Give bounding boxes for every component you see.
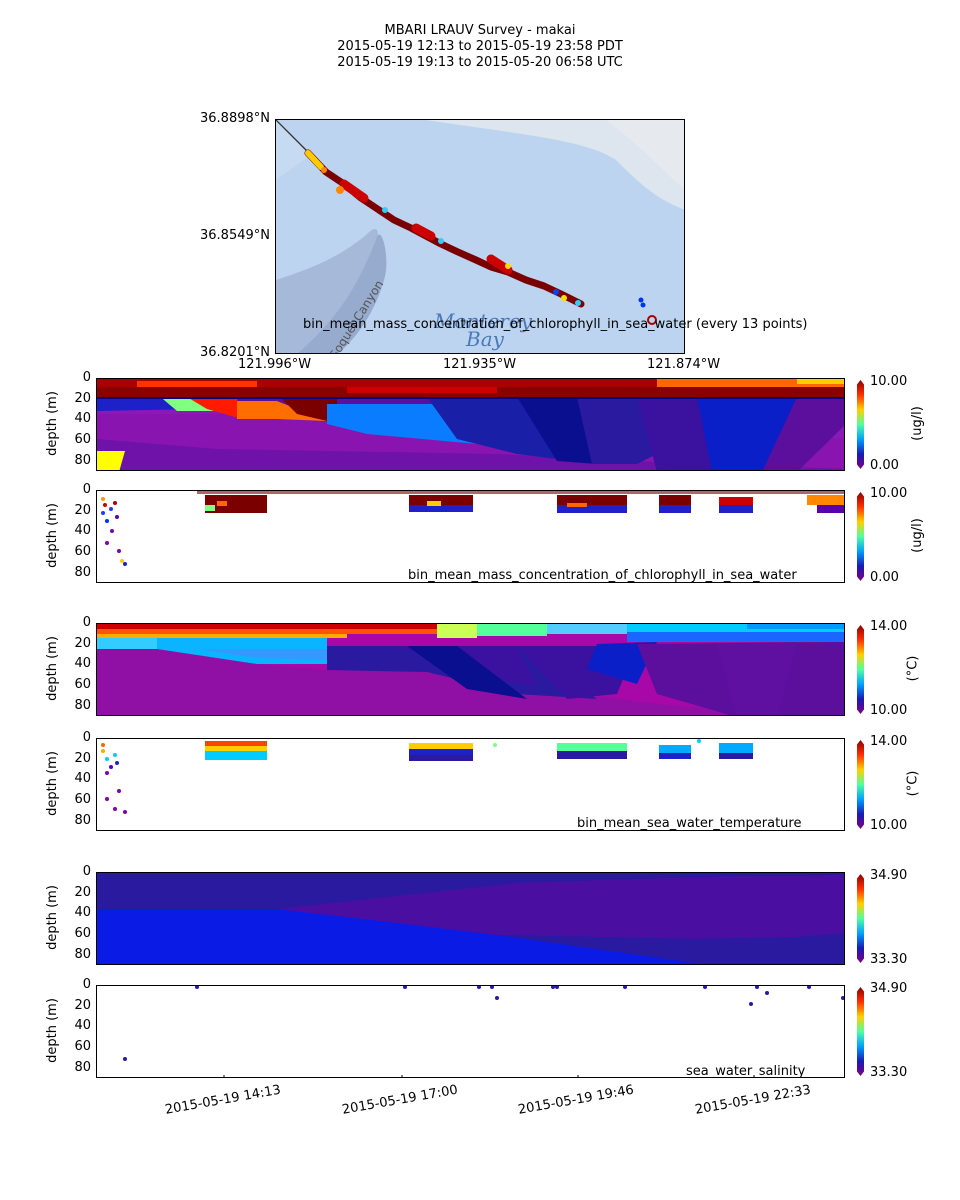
y-tick-label: 0 — [82, 615, 91, 630]
x-tick-label-1: 2015-05-19 14:13 — [164, 1082, 282, 1118]
chl-scatter-points — [101, 491, 844, 566]
colorbar — [857, 987, 864, 1076]
y-tick-label: 0 — [82, 730, 91, 745]
map-lon-label-1: 121.996°W — [238, 357, 312, 372]
chl-scatter-label: bin_mean_mass_concentration_of_chlorophy… — [408, 568, 797, 583]
y-axis-label: depth (m) — [44, 751, 60, 816]
colorbar-max-label: 14.00 — [870, 619, 908, 634]
temp-scatter-panel — [96, 738, 845, 831]
y-tick-label: 60 — [74, 677, 91, 692]
y-axis-label: depth (m) — [44, 636, 60, 701]
y-tick-label: 80 — [74, 564, 91, 580]
colorbar-unit-label: (°C) — [905, 655, 921, 682]
colorbar-max-label: 10.00 — [870, 374, 908, 389]
y-axis-label: depth (m) — [44, 503, 60, 568]
colorbar-min-label: 33.30 — [870, 952, 908, 967]
y-tick-label: 40 — [74, 905, 91, 921]
y-tick-label: 40 — [74, 771, 91, 787]
y-axis-label: depth (m) — [44, 391, 60, 456]
y-tick-label: 20 — [74, 635, 91, 651]
y-tick-label: 0 — [82, 370, 91, 385]
colorbar-min-label: 33.30 — [870, 1065, 908, 1080]
y-tick-label: 20 — [74, 390, 91, 406]
colorbar-max-label: 10.00 — [870, 486, 908, 501]
chl-heatmap-panel — [96, 378, 845, 471]
y-tick-label: 0 — [82, 864, 91, 879]
map-svg: Monterey Bay Soquel Canyon — [276, 120, 684, 353]
y-axis-label: depth (m) — [44, 885, 60, 950]
map-place-label-1: Monterey — [433, 309, 533, 333]
chl-scatter-panel — [96, 490, 845, 583]
y-tick-label: 80 — [74, 697, 91, 713]
colorbar-min-label: 0.00 — [870, 570, 899, 585]
map-lat-label-mid: 36.8549°N — [200, 228, 270, 243]
y-tick-label: 60 — [74, 926, 91, 941]
y-tick-label: 20 — [74, 997, 91, 1013]
y-tick-label: 40 — [74, 656, 91, 672]
temp-scatter-label: bin_mean_sea_water_temperature — [577, 816, 802, 831]
y-tick-label: 60 — [74, 792, 91, 807]
y-tick-label: 60 — [74, 1039, 91, 1054]
salinity-heatmap-panel — [96, 872, 845, 965]
map-lat-label-bottom: 36.8201°N — [200, 345, 270, 360]
y-axis-label: depth (m) — [44, 998, 60, 1063]
colorbar — [857, 625, 864, 714]
colorbar-min-label: 0.00 — [870, 458, 899, 473]
x-tick-label-2: 2015-05-19 17:00 — [341, 1082, 459, 1118]
colorbar — [857, 380, 864, 469]
colorbar-unit-label: (ug/l) — [909, 406, 925, 441]
y-tick-label: 60 — [74, 432, 91, 447]
map-lon-label-2: 121.935°W — [443, 357, 517, 372]
colorbar — [857, 492, 864, 581]
y-tick-label: 40 — [74, 411, 91, 427]
map-lat-label-top: 36.8898°N — [200, 111, 270, 126]
colorbar-min-label: 10.00 — [870, 818, 908, 833]
map-caption: bin_mean_mass_concentration_of_chlorophy… — [303, 317, 808, 332]
temp-scatter-points — [101, 739, 753, 814]
y-tick-label: 20 — [74, 750, 91, 766]
y-tick-label: 0 — [82, 977, 91, 992]
colorbar-unit-label: (°C) — [905, 770, 921, 797]
map-panel: Monterey Bay Soquel Canyon — [275, 119, 685, 354]
y-tick-label: 0 — [82, 482, 91, 497]
colorbar — [857, 874, 864, 963]
colorbar-max-label: 34.90 — [870, 868, 908, 883]
colorbar-unit-label: (ug/l) — [909, 518, 925, 553]
map-place-label-2: Bay — [465, 327, 505, 351]
colorbar-max-label: 14.00 — [870, 734, 908, 749]
y-tick-label: 40 — [74, 1018, 91, 1034]
x-tick-label-3: 2015-05-19 19:46 — [517, 1082, 635, 1118]
y-tick-label: 80 — [74, 812, 91, 828]
y-tick-label: 60 — [74, 544, 91, 559]
y-tick-label: 20 — [74, 884, 91, 900]
y-tick-label: 80 — [74, 946, 91, 962]
y-tick-label: 20 — [74, 502, 91, 518]
salinity-scatter-panel — [96, 985, 845, 1078]
colorbar — [857, 740, 864, 829]
y-tick-label: 80 — [74, 452, 91, 468]
temp-heatmap-panel — [96, 623, 845, 716]
x-tick-label-4: 2015-05-19 22:33 — [694, 1082, 812, 1118]
title-line-3: 2015-05-19 19:13 to 2015-05-20 06:58 UTC — [337, 55, 623, 70]
colorbar-max-label: 34.90 — [870, 981, 908, 996]
y-tick-label: 80 — [74, 1059, 91, 1075]
colorbar-min-label: 10.00 — [870, 703, 908, 718]
salinity-scatter-points — [123, 986, 844, 1061]
map-lon-label-3: 121.874°W — [647, 357, 721, 372]
title-line-2: 2015-05-19 12:13 to 2015-05-19 23:58 PDT — [337, 39, 623, 54]
y-tick-label: 40 — [74, 523, 91, 539]
salinity-scatter-label: sea_water_salinity — [686, 1064, 806, 1079]
title-line-1: MBARI LRAUV Survey - makai — [384, 23, 576, 38]
